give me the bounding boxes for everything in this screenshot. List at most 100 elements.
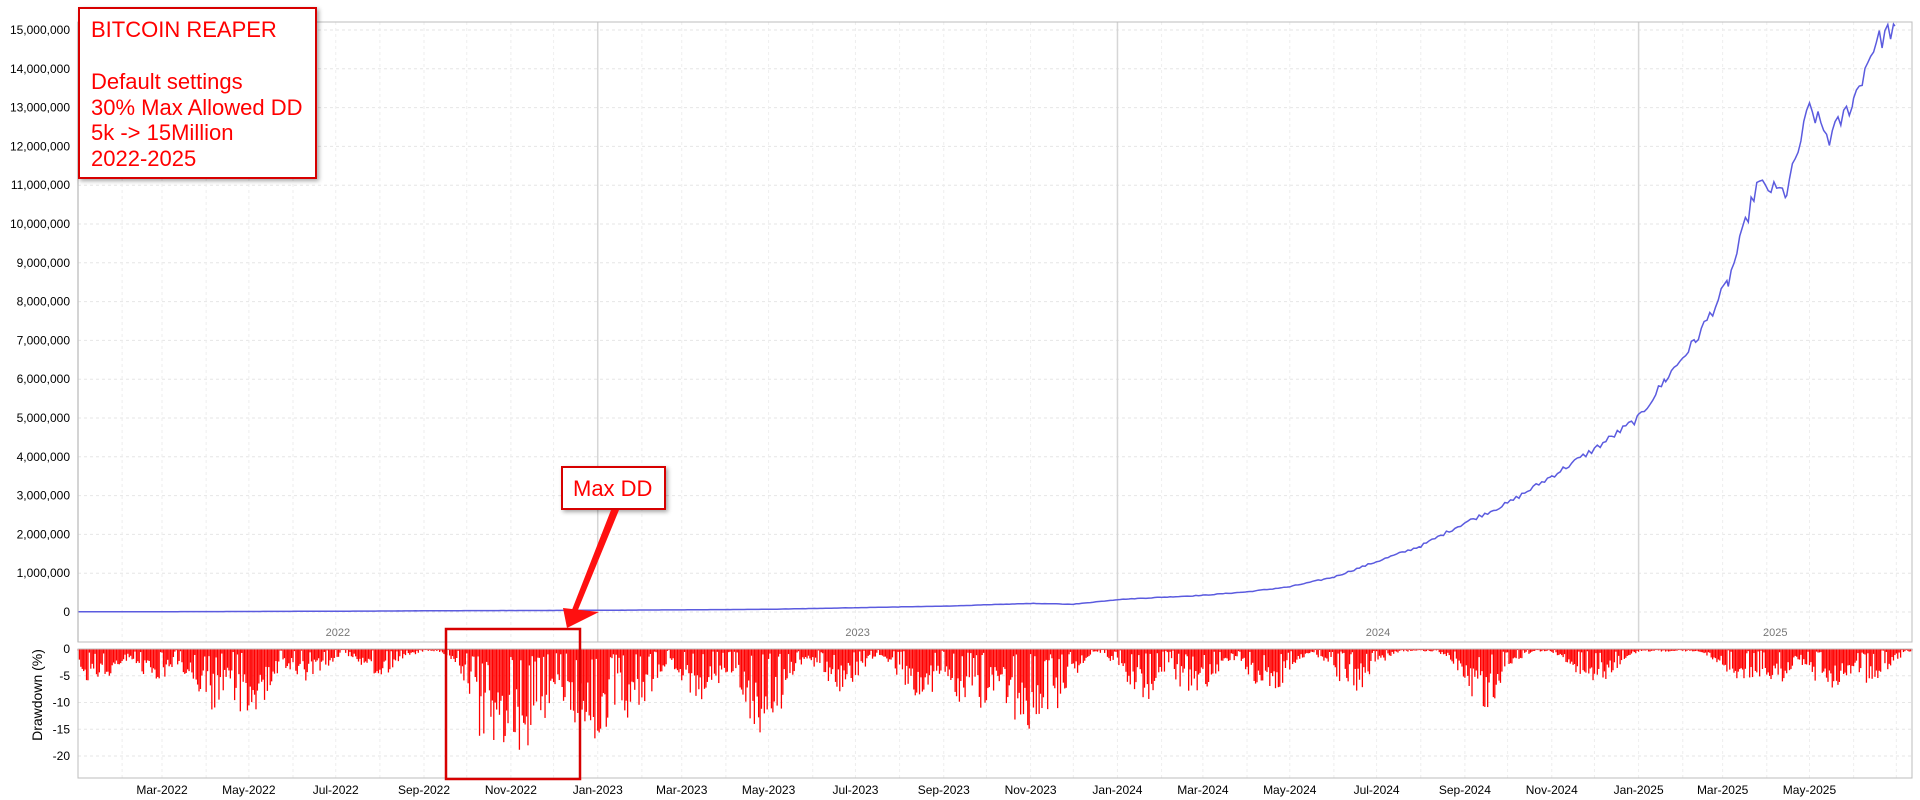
drawdown-bar [1348, 649, 1351, 665]
drawdown-bar [400, 649, 402, 651]
drawdown-bar [1141, 649, 1143, 674]
drawdown-bar [1509, 649, 1512, 664]
drawdown-bar [440, 649, 442, 651]
drawdown-bar [612, 649, 615, 655]
max-dd-arrowhead [563, 608, 599, 628]
drawdown-bar [1454, 649, 1456, 652]
drawdown-bar [1689, 649, 1691, 651]
drawdown-bar [184, 649, 186, 674]
title-annotation-box: BITCOIN REAPER Default settings 30% Max … [78, 7, 317, 179]
drawdown-bar [955, 649, 958, 697]
drawdown-bar [1065, 649, 1067, 688]
drawdown-bar [115, 649, 118, 661]
drawdown-bar [1035, 649, 1037, 715]
drawdown-bar [1440, 649, 1442, 654]
drawdown-bar [102, 649, 105, 654]
drawdown-bar [194, 649, 196, 655]
drawdown-bar [607, 649, 609, 718]
drawdown-bar [1810, 649, 1812, 663]
drawdown-bar [893, 649, 895, 652]
drawdown-grid [77, 648, 1912, 778]
drawdown-bar [873, 649, 875, 657]
drawdown-bar [171, 649, 173, 667]
drawdown-bar [926, 649, 928, 674]
drawdown-bar [1552, 649, 1554, 653]
drawdown-bars [77, 649, 1913, 750]
drawdown-bar [1905, 649, 1907, 651]
drawdown-bar [1165, 649, 1167, 651]
drawdown-bar [1410, 649, 1412, 651]
drawdown-bar [1606, 649, 1608, 665]
drawdown-bar [1351, 649, 1354, 653]
drawdown-bar [1427, 649, 1429, 651]
drawdown-bar [1196, 649, 1198, 691]
drawdown-bar [1639, 649, 1641, 651]
drawdown-bar [1744, 649, 1747, 669]
drawdown-bar [162, 649, 165, 668]
drawdown-bar [84, 649, 86, 670]
drawdown-bar [255, 649, 257, 710]
drawdown-bar [1581, 649, 1583, 653]
drawdown-bar [249, 649, 251, 687]
drawdown-bar [1848, 649, 1850, 666]
drawdown-bar [1751, 649, 1754, 678]
drawdown-bar [1327, 649, 1329, 662]
drawdown-bar [1159, 649, 1161, 668]
drawdown-bar [1252, 649, 1254, 663]
drawdown-bar [1326, 649, 1328, 659]
drawdown-bar [225, 649, 227, 677]
drawdown-bar [322, 649, 324, 661]
drawdown-bar [491, 649, 493, 701]
drawdown-bar [476, 649, 478, 682]
drawdown-y-tick-label: 0 [63, 642, 70, 656]
drawdown-bar [577, 649, 579, 713]
drawdown-bar [1028, 649, 1030, 729]
drawdown-bar [81, 649, 83, 669]
drawdown-bar [1084, 649, 1086, 661]
drawdown-bar [1448, 649, 1450, 656]
drawdown-bar [1850, 649, 1852, 674]
drawdown-bar [265, 649, 267, 667]
drawdown-bar [1190, 649, 1193, 686]
drawdown-bar [648, 649, 650, 657]
drawdown-bar [111, 649, 113, 666]
drawdown-bar [696, 649, 699, 676]
drawdown-bar [1504, 649, 1506, 667]
drawdown-bar [1122, 649, 1124, 667]
drawdown-bar [278, 649, 280, 662]
drawdown-bar [1680, 649, 1682, 651]
drawdown-bar [1576, 649, 1579, 667]
drawdown-bar [107, 649, 109, 672]
drawdown-bar [1858, 649, 1860, 673]
drawdown-bar [1861, 649, 1863, 653]
drawdown-bar [1192, 649, 1194, 657]
drawdown-bar [1754, 649, 1757, 671]
drawdown-bar [911, 649, 914, 669]
drawdown-bar [1118, 649, 1120, 666]
drawdown-bar [673, 649, 676, 670]
drawdown-bar [303, 649, 306, 670]
drawdown-bar [1542, 649, 1544, 651]
drawdown-bar [900, 649, 902, 652]
drawdown-bar [1014, 649, 1016, 720]
drawdown-bar [1539, 649, 1541, 652]
drawdown-bar [1244, 649, 1247, 670]
drawdown-bar [286, 649, 288, 667]
drawdown-bar [1643, 649, 1645, 651]
drawdown-bar [518, 649, 521, 750]
drawdown-bar [1740, 649, 1742, 669]
drawdown-bar [1636, 649, 1638, 651]
drawdown-bar [1723, 649, 1725, 666]
drawdown-bar [1176, 649, 1178, 665]
drawdown-bar [1012, 649, 1015, 657]
drawdown-bar [78, 649, 81, 660]
drawdown-bar [1563, 649, 1566, 655]
drawdown-bar [1471, 649, 1473, 697]
drawdown-bar [628, 649, 630, 685]
drawdown-bar [272, 649, 274, 672]
drawdown-bar [1620, 649, 1623, 661]
drawdown-bar [1361, 649, 1364, 688]
drawdown-bar [544, 649, 546, 718]
drawdown-bar [231, 649, 233, 671]
drawdown-bar [1588, 649, 1590, 674]
